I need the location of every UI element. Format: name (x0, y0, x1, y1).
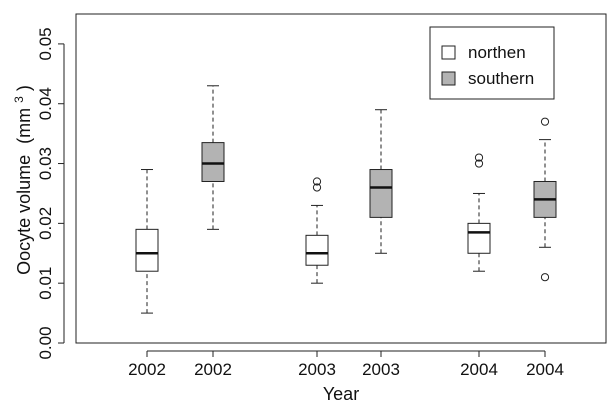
x-tick-label: 2002 (194, 360, 232, 379)
x-axis: 2002 2002 2003 2003 2004 2004 (128, 350, 564, 379)
y-tick-label: 0.04 (36, 87, 55, 120)
legend-label-northen: northen (468, 43, 526, 62)
box-iqr (201, 142, 225, 182)
x-tick-label: 2004 (526, 360, 564, 379)
legend: northen southern (429, 26, 555, 100)
box-southern-2004 (533, 117, 557, 282)
legend-swatch-southern (441, 71, 456, 86)
box-iqr (467, 222, 491, 254)
legend-label-southern: southern (468, 69, 534, 88)
box-northen-2004 (467, 153, 491, 272)
y-axis-unit-exp: 3 (12, 96, 26, 103)
box-northen-2002 (135, 169, 159, 314)
y-tick-label: 0.05 (36, 27, 55, 60)
outlier-point (312, 183, 322, 192)
x-tick-label: 2002 (128, 360, 166, 379)
box-iqr (135, 228, 159, 272)
y-tick-label: 0.03 (36, 147, 55, 180)
outlier-point (474, 153, 484, 162)
box-southern-2002 (201, 85, 225, 230)
y-axis-title-text: Oocyte volume (14, 155, 34, 275)
y-tick-label: 0.01 (36, 267, 55, 300)
x-axis-title: Year (323, 384, 359, 403)
y-axis-unit-close: ) (14, 85, 34, 91)
box-iqr (369, 169, 393, 218)
x-tick-label: 2003 (298, 360, 336, 379)
x-tick-label: 2003 (362, 360, 400, 379)
outlier-point (540, 273, 550, 282)
legend-swatch-northen (441, 45, 456, 60)
y-axis: 0.00 0.01 0.02 0.03 0.04 0.05 (36, 27, 65, 360)
y-axis-title: Oocyte volume (mm 3 ) (7, 85, 34, 275)
outlier-point (312, 177, 322, 186)
y-tick-label: 0.00 (36, 326, 55, 359)
box-iqr (305, 234, 329, 266)
box-southern-2003 (369, 109, 393, 254)
outlier-point (474, 159, 484, 168)
outlier-point (540, 117, 550, 126)
x-tick-label: 2004 (460, 360, 498, 379)
legend-frame (429, 26, 555, 100)
y-axis-unit-base: (mm (14, 108, 34, 144)
box-northen-2003 (305, 177, 329, 284)
plot-frame (75, 13, 607, 344)
y-tick-label: 0.02 (36, 207, 55, 240)
box-group (135, 85, 557, 314)
